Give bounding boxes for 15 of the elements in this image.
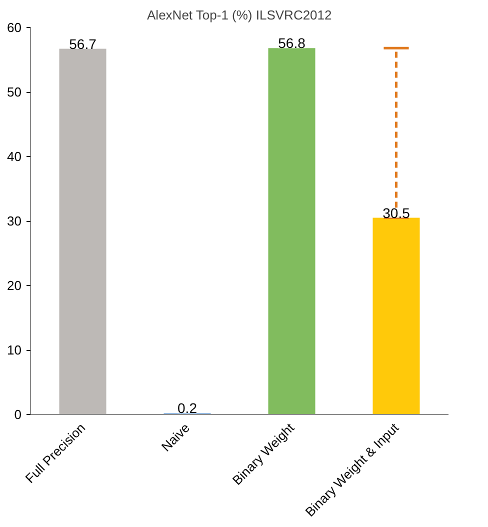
y-tick-label: 40 <box>7 149 22 164</box>
y-tick-label: 20 <box>7 278 22 293</box>
y-tick-label: 50 <box>7 84 22 100</box>
data-label: 56.7 <box>69 36 97 52</box>
data-label: 30.5 <box>382 204 410 221</box>
y-tick-label: 0 <box>14 407 22 422</box>
y-tick-label: 60 <box>7 20 22 35</box>
data-label: 56.8 <box>278 35 306 52</box>
bar <box>268 48 316 414</box>
bar <box>372 218 420 414</box>
y-tick-label: 30 <box>7 214 22 228</box>
data-label: 0.2 <box>178 400 198 416</box>
bar <box>59 48 106 414</box>
y-tick-label: 10 <box>7 342 22 358</box>
chart-title: AlexNet Top-1 (%) ILSVRC2012 <box>147 8 332 22</box>
